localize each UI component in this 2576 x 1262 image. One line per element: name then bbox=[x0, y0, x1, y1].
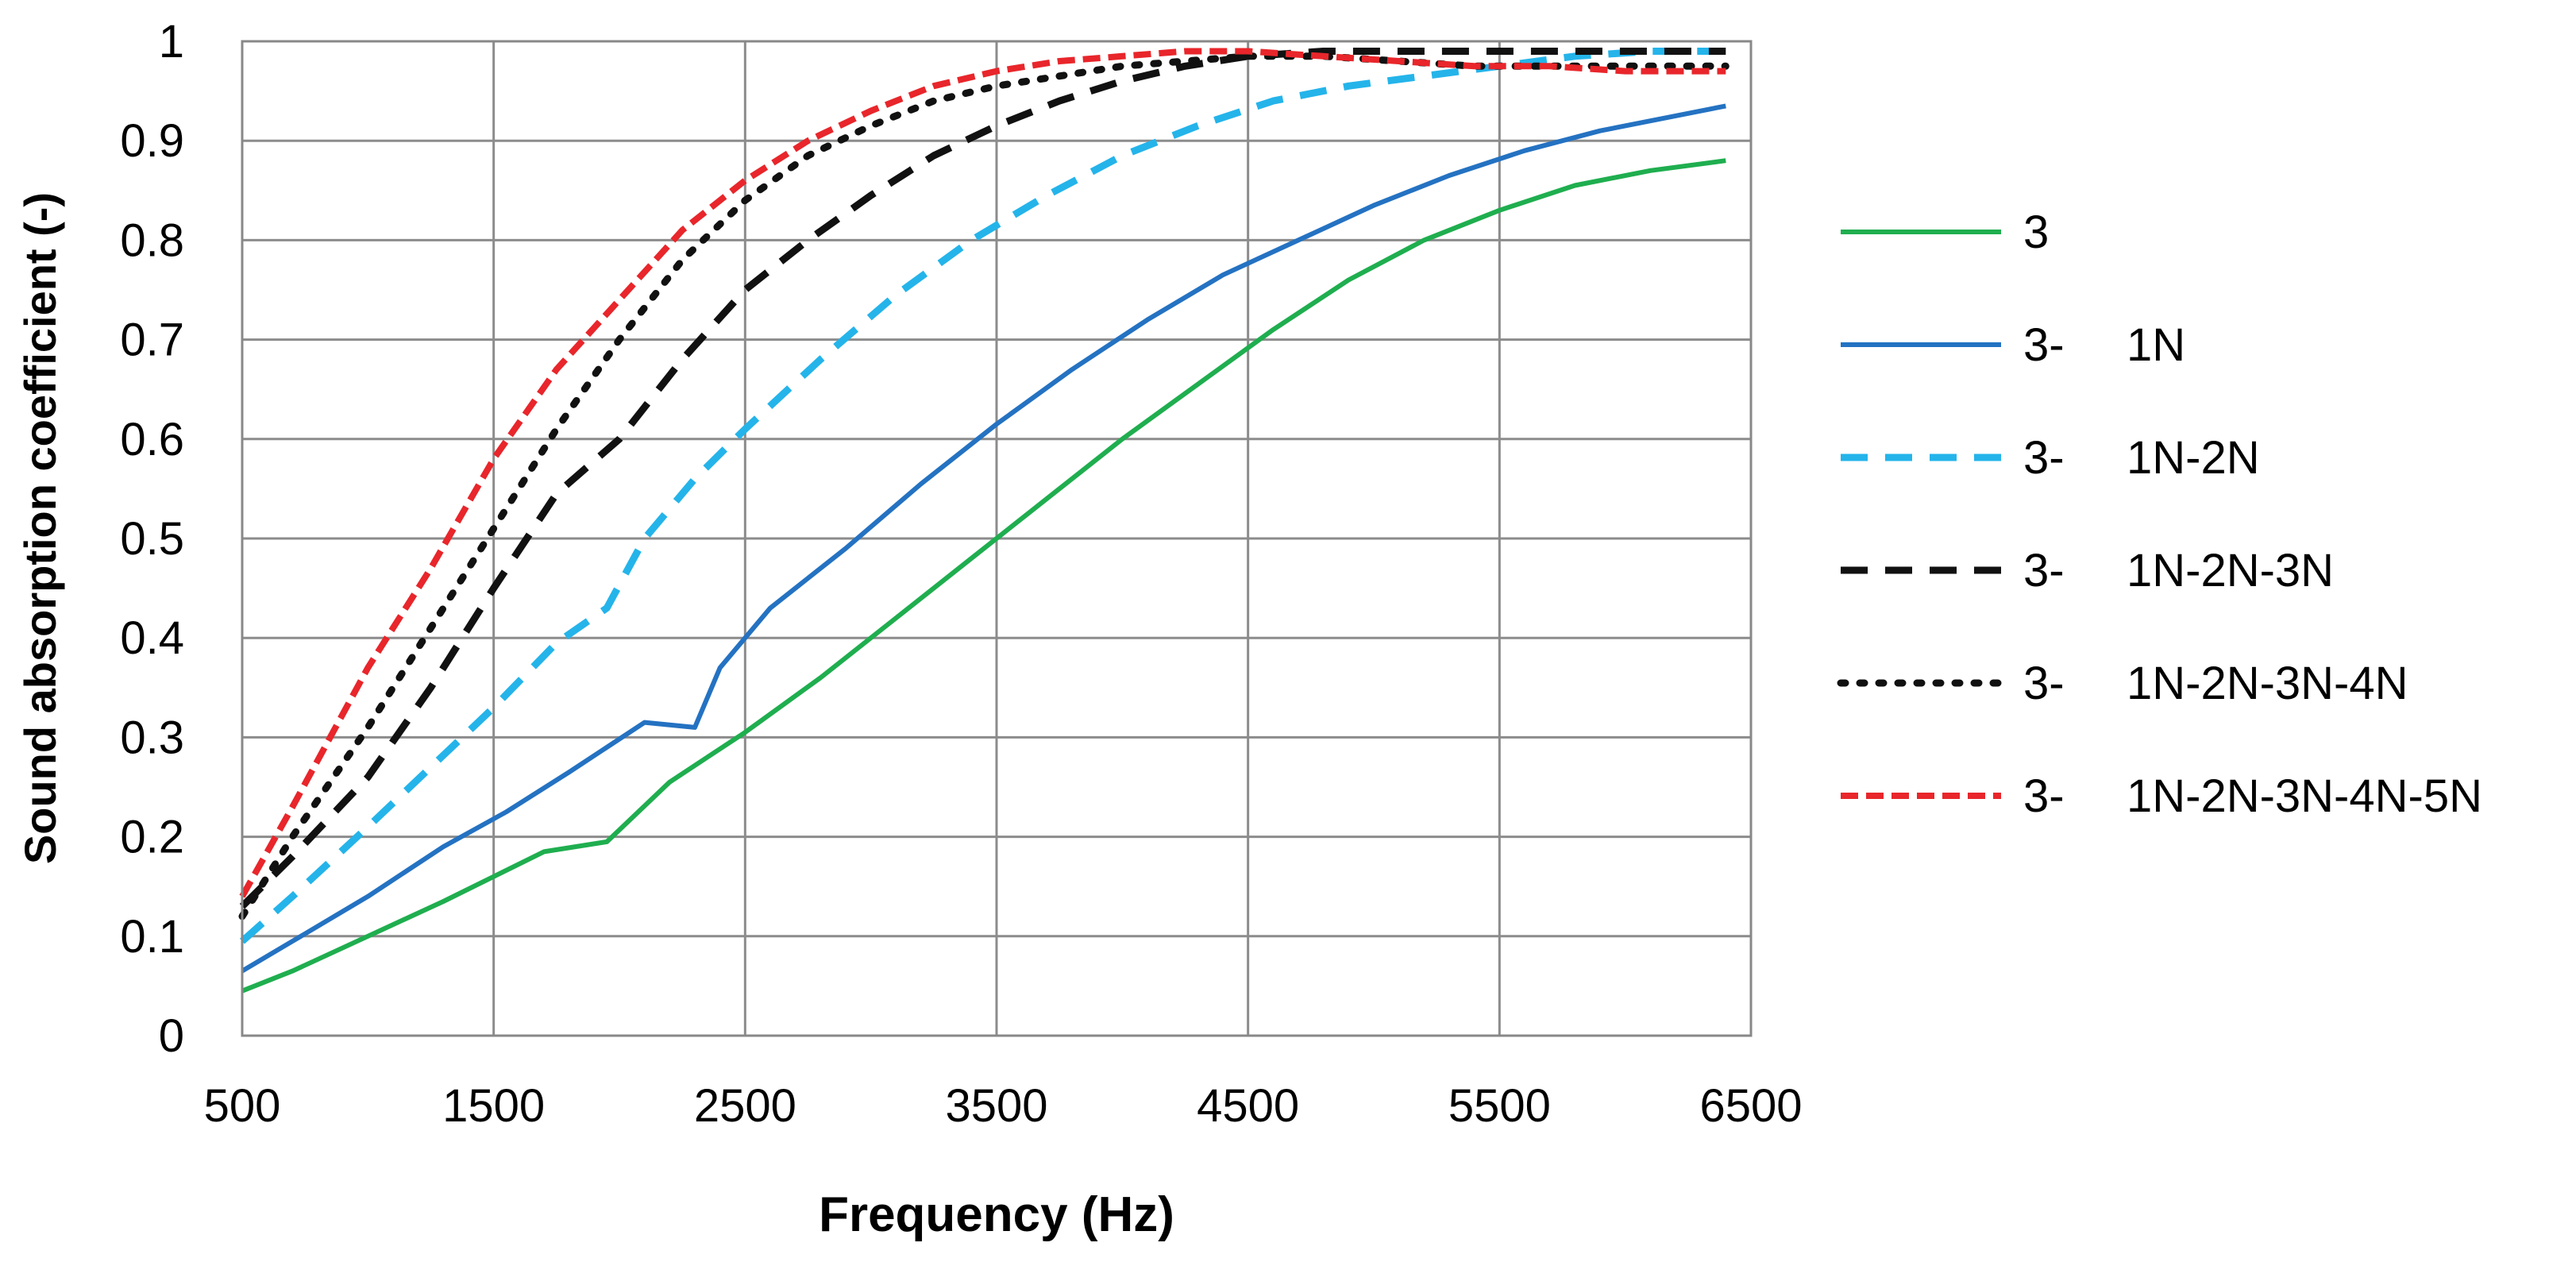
y-axis-title: Sound absorption coefficient (-) bbox=[15, 192, 65, 864]
series-group bbox=[238, 48, 1730, 994]
y-tick-label: 0.4 bbox=[120, 612, 184, 664]
y-tick-label: 0.6 bbox=[120, 414, 184, 465]
series-line-1 bbox=[241, 158, 1726, 994]
y-tick-label: 0.7 bbox=[120, 315, 184, 366]
legend: 3 3- 1N 3- 1N-2N 3- 1N-2N-3N 3- 1N-2N-3N-4N 3- 1N-… bbox=[1837, 206, 2482, 822]
plot-frame bbox=[241, 40, 1753, 1037]
x-tick-label: 5500 bbox=[1448, 1080, 1551, 1132]
series-line-3 bbox=[240, 48, 1726, 944]
series-line-4 bbox=[239, 48, 1726, 909]
series-line-5 bbox=[238, 52, 1730, 920]
legend-label-prefix: 3 bbox=[2023, 206, 2049, 258]
y-tick-label: 0.3 bbox=[120, 712, 184, 763]
x-axis-title: Frequency (Hz) bbox=[819, 1187, 1174, 1242]
legend-label-suffix: 1N-2N-3N bbox=[2127, 545, 2334, 596]
x-tick-label: 6500 bbox=[1699, 1080, 1802, 1132]
legend-label-suffix: 1N bbox=[2127, 319, 2185, 371]
tick-labels: 500 1500 2500 3500 4500 5500 6500 0 0.1 0.2 0.3 0.4… bbox=[120, 16, 1802, 1132]
legend-label-prefix: 3- bbox=[2023, 770, 2065, 822]
x-tick-label: 2500 bbox=[694, 1080, 796, 1132]
legend-label-suffix: 1N-2N-3N-4N-5N bbox=[2127, 770, 2482, 822]
series-line-2 bbox=[241, 103, 1726, 974]
y-tick-label: 0 bbox=[159, 1010, 184, 1062]
x-tick-label: 1500 bbox=[442, 1080, 545, 1132]
legend-label-prefix: 3- bbox=[2023, 319, 2065, 371]
legend-label-prefix: 3- bbox=[2023, 432, 2065, 484]
x-tick-label: 500 bbox=[204, 1080, 281, 1132]
legend-label-prefix: 3- bbox=[2023, 658, 2065, 709]
legend-label-prefix: 3- bbox=[2023, 545, 2065, 596]
legend-label-suffix: 1N-2N bbox=[2127, 432, 2260, 484]
x-tick-label: 3500 bbox=[945, 1080, 1047, 1132]
y-tick-label: 0.2 bbox=[120, 812, 184, 863]
legend-label-suffix: 1N-2N-3N-4N bbox=[2127, 658, 2408, 709]
y-tick-label: 0.1 bbox=[120, 911, 184, 963]
y-tick-label: 0.8 bbox=[120, 214, 184, 266]
y-tick-label: 0.9 bbox=[120, 115, 184, 167]
x-tick-label: 4500 bbox=[1197, 1080, 1299, 1132]
y-tick-label: 0.5 bbox=[120, 513, 184, 565]
y-tick-label: 1 bbox=[159, 16, 184, 68]
series-line-6 bbox=[239, 48, 1726, 898]
